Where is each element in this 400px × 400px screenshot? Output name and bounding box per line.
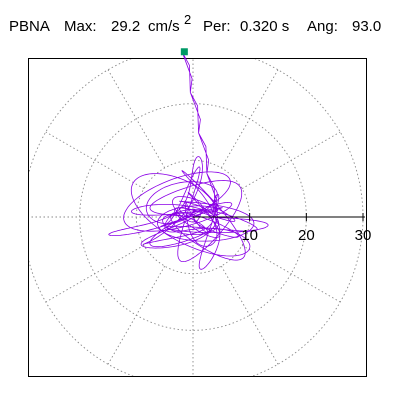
max-unit: cm/s (148, 18, 180, 35)
max-value: 29.2 (111, 18, 141, 35)
max-marker (180, 48, 188, 56)
radial-tick-label: 10 (241, 227, 258, 244)
grid-spoke (45, 244, 145, 303)
station-code: PBNA (9, 18, 50, 35)
angle-value: 93.0 (352, 18, 382, 35)
period-label: Per: (203, 18, 231, 35)
radial-tick-label: 20 (298, 227, 315, 244)
grid-spoke (220, 265, 279, 365)
chart-header: PBNA Max: 29.2 cm/s 2 Per: 0.320 s Ang: … (0, 0, 400, 40)
radial-tick-label: 30 (355, 227, 372, 244)
plot-frame (28, 58, 367, 377)
angle-label: Ang: (307, 18, 338, 35)
max-point-marker (180, 48, 188, 56)
radial-axis: 10 20 30 (193, 213, 371, 244)
grid-spoke (107, 69, 166, 169)
grid-spoke (220, 69, 279, 169)
max-label: Max: (64, 18, 97, 35)
max-unit-exponent: 2 (184, 12, 192, 27)
grid-spoke (241, 244, 341, 303)
period-value: 0.320 s (240, 18, 290, 35)
grid-spoke (45, 131, 145, 190)
grid-spoke (241, 131, 341, 190)
grid-spoke (107, 265, 166, 365)
